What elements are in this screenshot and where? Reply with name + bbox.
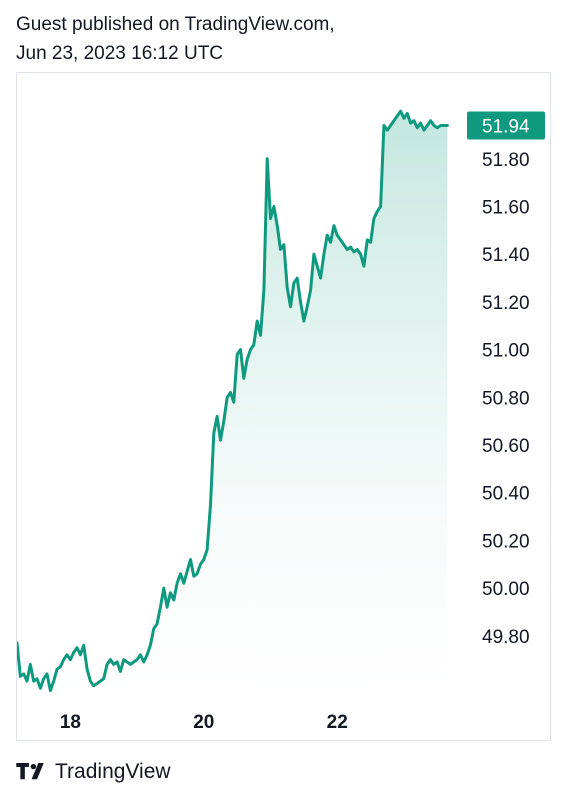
x-tick-label: 22 bbox=[327, 712, 348, 733]
tradingview-brand: TradingView bbox=[55, 760, 171, 783]
y-tick-label: 50.20 bbox=[482, 531, 530, 552]
y-tick-label: 51.00 bbox=[482, 341, 530, 362]
y-tick-label: 51.60 bbox=[482, 198, 530, 219]
x-tick-label: 20 bbox=[193, 712, 214, 733]
chart-frame[interactable]: 49.80 50.00 50.20 50.40 50.60 50.80 51.00 51.20… bbox=[16, 72, 551, 741]
price-line[interactable] bbox=[17, 109, 449, 693]
price-chart[interactable]: 49.80 50.00 50.20 50.40 50.60 50.80 51.00 51.20… bbox=[17, 73, 552, 742]
y-tick-label: 49.80 bbox=[482, 627, 530, 648]
y-tick-label: 50.40 bbox=[482, 484, 530, 505]
y-tick-label: 50.60 bbox=[482, 436, 530, 457]
x-tick-label: 18 bbox=[60, 712, 81, 733]
footer: TradingView bbox=[16, 758, 171, 786]
last-price-badge bbox=[467, 111, 545, 140]
y-tick-label: 50.80 bbox=[482, 388, 530, 409]
publish-info: Guest published on TradingView.com, bbox=[16, 14, 335, 35]
price-area-fill bbox=[17, 111, 448, 693]
chart-header: Guest published on TradingView.com, Jun … bbox=[16, 10, 556, 68]
y-tick-label: 50.00 bbox=[482, 579, 530, 600]
tradingview-logo-icon bbox=[16, 763, 44, 780]
y-tick-label: 51.40 bbox=[482, 245, 530, 266]
publish-timestamp: Jun 23, 2023 16:12 UTC bbox=[16, 43, 224, 64]
last-price-label: 51.94 bbox=[482, 117, 530, 138]
y-tick-label: 51.20 bbox=[482, 293, 530, 314]
y-tick-label: 51.80 bbox=[482, 150, 530, 171]
